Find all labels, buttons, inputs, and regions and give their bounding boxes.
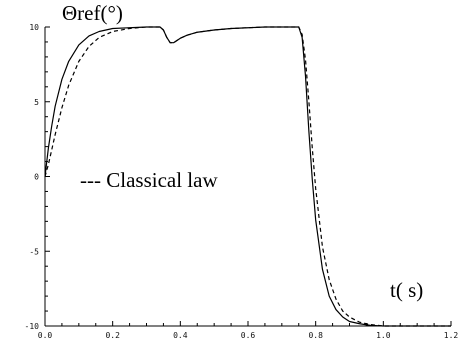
x-tick-label: 1.0 [376, 331, 391, 340]
y-tick-label: 0 [34, 173, 39, 182]
legend-label: --- Classical law [80, 168, 218, 192]
y-tick-label: 10 [29, 23, 39, 32]
x-tick-label: 0.4 [173, 331, 188, 340]
series-line-classical-law [44, 26, 451, 327]
x-tick-label: 0.0 [38, 331, 53, 340]
series-layer [44, 26, 451, 327]
x-tick-label: 1.2 [444, 331, 459, 340]
x-tick-label: 0.6 [241, 331, 256, 340]
y-tick-label: -10 [25, 322, 40, 331]
y-axis-label: Θref(°) [62, 1, 123, 25]
y-tick-label: 5 [34, 98, 39, 107]
x-axis-label: t( s) [390, 278, 423, 302]
x-tick-label: 0.2 [105, 331, 120, 340]
x-tick-label: 0.8 [308, 331, 323, 340]
y-tick-label: -5 [29, 247, 39, 256]
